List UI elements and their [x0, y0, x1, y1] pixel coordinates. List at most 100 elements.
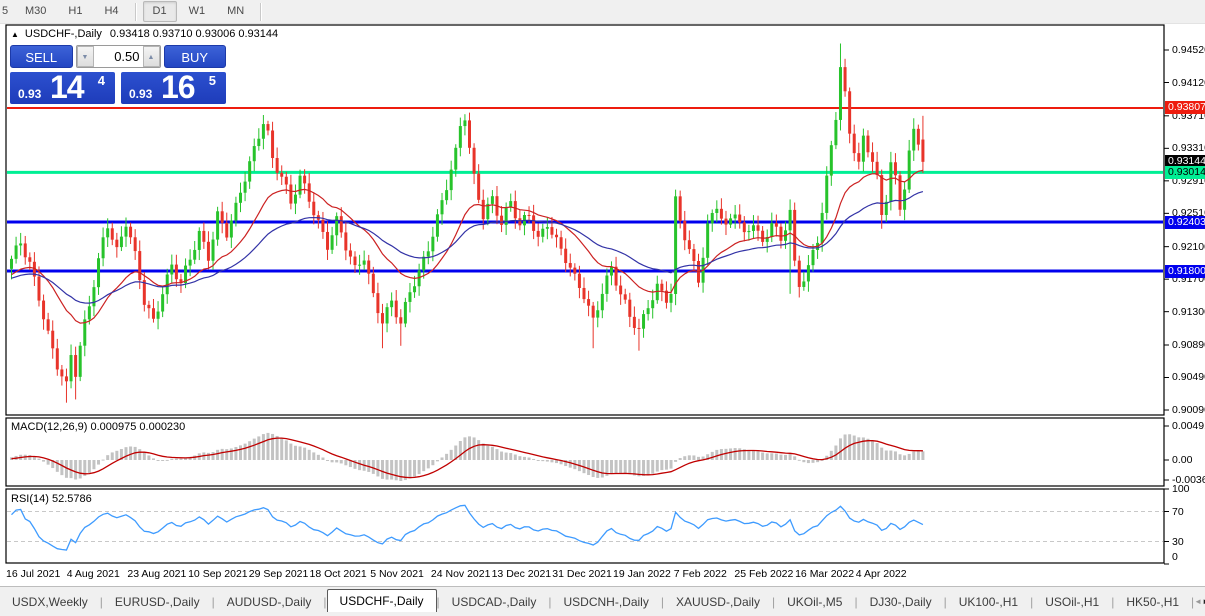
candle-body — [115, 239, 119, 248]
tab-ukoil[interactable]: UKOil-,M5 — [787, 595, 843, 609]
candle-body — [110, 228, 114, 240]
macd-histogram-bar — [770, 453, 774, 460]
macd-histogram-bar — [871, 440, 875, 460]
tab-scroll-right-button[interactable]: ► — [1202, 594, 1205, 610]
candle-body — [271, 130, 275, 159]
tab-usoil[interactable]: USOil-,H1 — [1045, 595, 1100, 609]
candle-body — [724, 218, 728, 225]
candle-body — [275, 158, 279, 173]
candle-body — [266, 124, 270, 131]
macd-histogram-bar — [527, 457, 531, 460]
candle-body — [243, 181, 247, 193]
candle-body — [623, 294, 627, 300]
candle-body — [683, 220, 687, 241]
date-label: 4 Aug 2021 — [66, 568, 120, 580]
macd-histogram-bar — [280, 438, 284, 460]
macd-histogram-bar — [829, 450, 833, 460]
macd-histogram-bar — [184, 457, 188, 460]
collapse-one-click-icon[interactable]: ▲ — [11, 30, 19, 39]
tab-audusd[interactable]: AUDUSD-,Daily — [226, 595, 312, 609]
timeframe-button-w1[interactable]: W1 — [188, 5, 206, 17]
tab-usdx[interactable]: USDX,Weekly — [12, 595, 88, 609]
buy-price-display[interactable]: 0.93 16 5 — [121, 69, 226, 105]
timeframe-button-m30[interactable]: M30 — [25, 5, 47, 17]
macd-histogram-bar — [756, 451, 760, 460]
macd-histogram-bar — [266, 432, 270, 460]
candle-body — [871, 152, 875, 162]
macd-histogram-bar — [284, 440, 288, 460]
candle-body — [761, 230, 765, 242]
buy-button[interactable]: BUY — [163, 45, 226, 68]
macd-histogram-bar — [326, 460, 330, 461]
macd-histogram-bar — [893, 451, 897, 460]
candle-body — [362, 260, 366, 265]
candle-body — [371, 273, 375, 294]
candle-body — [898, 175, 902, 210]
macd-histogram-bar — [706, 454, 710, 460]
macd-histogram-bar — [820, 459, 824, 461]
timeframe-button-mn[interactable]: MN — [227, 5, 245, 17]
candle-body — [477, 173, 481, 200]
macd-histogram-bar — [605, 460, 609, 476]
macd-histogram-bar — [344, 460, 348, 466]
timeframe-button-d1[interactable]: D1 — [142, 1, 177, 22]
timeframe-button-h4[interactable]: H4 — [104, 5, 119, 17]
candle-body — [921, 139, 925, 162]
macd-histogram-bar — [697, 456, 700, 460]
volume-increase-button[interactable]: ▲ — [142, 46, 160, 67]
tab-usdchf[interactable]: USDCHF-,Daily — [326, 589, 437, 612]
macd-histogram-bar — [46, 460, 50, 465]
candle-body — [74, 355, 78, 377]
candle-body — [348, 250, 352, 257]
candle-body — [69, 355, 73, 382]
date-label: 5 Nov 2021 — [370, 568, 424, 580]
candle-body — [463, 120, 467, 127]
macd-histogram-bar — [678, 458, 682, 460]
macd-histogram-bar — [664, 460, 668, 470]
macd-histogram-bar — [339, 460, 343, 464]
macd-histogram-bar — [907, 453, 911, 460]
candle-body — [197, 230, 201, 250]
candle-body — [756, 225, 760, 231]
date-label: 7 Feb 2022 — [673, 568, 727, 580]
candle-body — [916, 128, 920, 145]
candle-body — [852, 133, 856, 154]
candle-body — [605, 275, 609, 294]
sell-price-prefix: 0.93 — [18, 87, 42, 101]
macd-histogram-bar — [761, 452, 765, 460]
macd-histogram-bar — [426, 460, 430, 469]
sell-button[interactable]: SELL — [10, 45, 73, 68]
timeframe-button-h1[interactable]: H1 — [68, 5, 83, 17]
candle-body — [358, 264, 362, 266]
tab-usdcad[interactable]: USDCAD-,Daily — [451, 595, 537, 609]
macd-histogram-bar — [32, 456, 36, 460]
ohlc-values: 0.93418 0.93710 0.93006 0.93144 — [109, 28, 279, 40]
tab-dj30[interactable]: DJ30-,Daily — [869, 595, 932, 609]
tab-eurusd[interactable]: EURUSD-,Daily — [114, 595, 200, 609]
macd-histogram-bar — [619, 460, 623, 474]
tab-uk100[interactable]: UK100-,H1 — [958, 595, 1019, 609]
macd-histogram-bar — [417, 460, 421, 475]
tab-hk50[interactable]: HK50-,H1 — [1126, 595, 1180, 609]
tab-usdcnh[interactable]: USDCNH-,Daily — [563, 595, 649, 609]
toolbar-separator — [134, 2, 137, 21]
candle-body — [119, 236, 123, 248]
macd-histogram-bar — [335, 460, 339, 463]
macd-histogram-bar — [495, 449, 499, 460]
date-label: 31 Dec 2021 — [552, 568, 612, 580]
volume-input[interactable]: 0.50 — [114, 49, 140, 64]
macd-histogram-bar — [628, 460, 632, 475]
tab-scroll-left-button[interactable]: ◄ — [1194, 597, 1203, 606]
macd-histogram-bar — [710, 451, 714, 460]
candle-body — [802, 281, 806, 287]
volume-decrease-button[interactable]: ▼ — [76, 46, 94, 67]
macd-pane — [5, 417, 1165, 487]
macd-histogram-bar — [715, 449, 719, 460]
tab-separator: | — [99, 595, 103, 609]
candle-body — [335, 216, 339, 236]
sell-price-display[interactable]: 0.93 14 4 — [10, 69, 115, 105]
tab-xauusd[interactable]: XAUUSD-,Daily — [675, 595, 760, 609]
timeframe-button-5[interactable]: 5 — [2, 5, 9, 17]
candle-body — [133, 237, 137, 252]
